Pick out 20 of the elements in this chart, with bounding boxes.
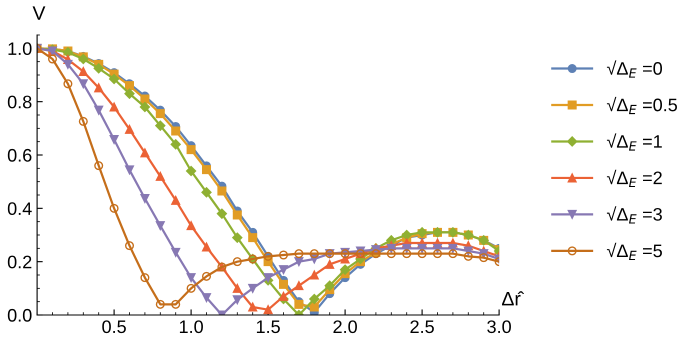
y-axis-title: V: [32, 6, 46, 20]
y-tick-label: 0.0: [8, 308, 32, 322]
x-tick-label: 0.5: [102, 320, 126, 334]
x-tick-label: 2.5: [410, 320, 434, 334]
x-tick-label: 1.5: [256, 320, 280, 334]
legend-label: √Δ$_{E}$ =5: [606, 242, 662, 260]
y-tick-label: 0.6: [8, 148, 32, 162]
x-tick-label: 3.0: [487, 320, 511, 334]
legend-label: √Δ$_{E}$ =3: [606, 206, 662, 224]
legend-label: √Δ$_{E}$ =0.5: [606, 96, 677, 114]
y-tick-label: 1.0: [8, 42, 32, 56]
legend-label: √Δ$_{E}$ =2: [606, 170, 662, 188]
y-tick-label: 0.4: [8, 202, 32, 216]
legend-label: √Δ$_{E}$ =1: [606, 133, 662, 151]
y-tick-label: 0.2: [8, 256, 32, 268]
x-axis-title: Δr̂: [502, 291, 524, 306]
x-tick-label: 1.0: [180, 320, 203, 334]
y-tick-label: 0.8: [8, 96, 32, 108]
legend-label: √Δ$_{E}$ =0: [606, 60, 662, 78]
x-tick-label: 2.0: [333, 320, 357, 334]
